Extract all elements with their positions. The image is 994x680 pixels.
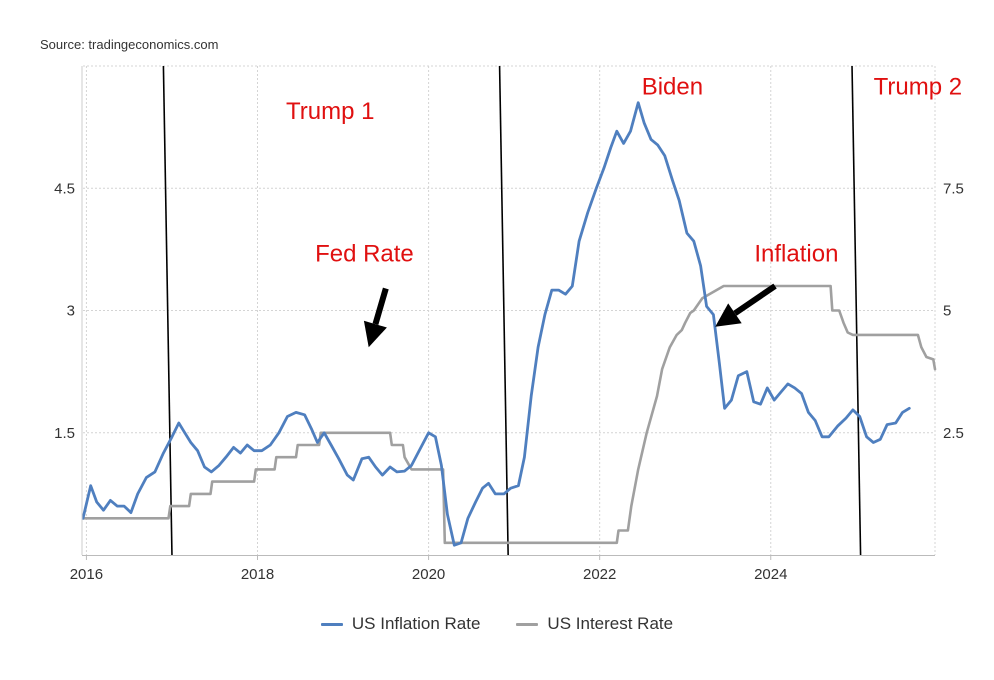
legend-item-interest[interactable]: US Interest Rate	[516, 614, 673, 634]
source-label: Source: tradingeconomics.com	[40, 37, 219, 52]
interest-rate-line	[81, 284, 937, 545]
inflation-arrow	[715, 283, 777, 327]
inflation-arrow-shaft	[733, 283, 777, 316]
right-tick-label: 5	[943, 303, 951, 320]
legend-swatch-interest	[516, 622, 539, 626]
x-tick-label: 2016	[70, 566, 103, 583]
axes: 2016 2018 2020 2022 2024 1.5 3 4.5 2.5 5 7.5	[54, 66, 964, 583]
inflation-rate-line	[81, 101, 911, 547]
right-tick-label: 2.5	[943, 425, 964, 442]
annotation-fed-rate: Fed Rate	[315, 241, 414, 268]
chart-plot: 2016 2018 2020 2022 2024 1.5 3 4.5 2.5 5 7.5 Trump…	[54, 65, 964, 583]
x-tick-label: 2022	[583, 566, 616, 583]
left-tick-label: 4.5	[54, 180, 75, 197]
inflation-arrow-head	[715, 303, 742, 327]
legend-swatch-inflation	[320, 622, 343, 626]
x-tick-label: 2024	[754, 566, 787, 583]
right-tick-label: 7.5	[943, 180, 964, 197]
annotation-biden: Biden	[642, 74, 703, 101]
president-term-lines	[162, 65, 862, 556]
legend-label-inflation: US Inflation Rate	[351, 614, 481, 633]
left-tick-label: 3	[67, 303, 75, 320]
trump2-start-line	[851, 65, 862, 556]
annotation-inflation: Inflation	[754, 241, 838, 268]
series-layer	[81, 101, 937, 547]
legend: US Inflation Rate US Interest Rate	[0, 614, 994, 634]
legend-item-inflation[interactable]: US Inflation Rate	[320, 614, 481, 634]
left-tick-label: 1.5	[54, 425, 75, 442]
annotations: Trump 1 Biden Trump 2 Fed Rate Inflation	[286, 74, 962, 348]
trump1-start-line	[162, 65, 173, 556]
biden-start-line	[498, 65, 509, 556]
fed-rate-arrow-head	[363, 320, 387, 348]
grid-lines	[83, 65, 936, 555]
annotation-trump-2: Trump 2	[874, 74, 962, 101]
annotation-trump-1: Trump 1	[286, 98, 374, 125]
x-tick-label: 2020	[412, 566, 445, 583]
fed-rate-arrow	[363, 287, 389, 348]
fed-rate-arrow-shaft	[372, 287, 389, 325]
legend-label-interest: US Interest Rate	[547, 614, 674, 633]
x-tick-label: 2018	[241, 566, 274, 583]
